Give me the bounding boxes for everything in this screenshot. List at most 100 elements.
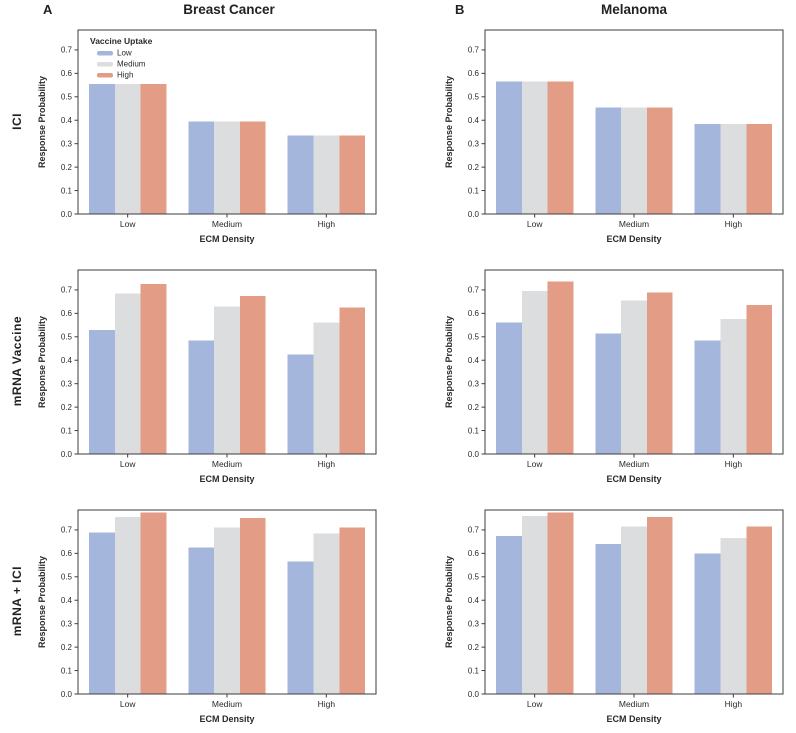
y-axis-tick-label: 0.4 (61, 596, 73, 605)
y-axis-tick-label: 0.6 (468, 309, 480, 318)
bar-high-low (140, 284, 167, 454)
y-axis-tick-label: 0.5 (468, 573, 480, 582)
legend-label-medium: Medium (117, 60, 146, 69)
bar-high-medium (239, 518, 266, 694)
y-axis-tick-label: 0.0 (468, 450, 480, 459)
chart-mrna-vaccine-breast-cancer: 0.0 0.1 0.2 0.3 0.4 0.5 0.6 0.7 Response Probabi… (34, 266, 415, 490)
y-axis-tick-label: 0.0 (61, 210, 73, 219)
y-axis-tick-label: 0.6 (61, 69, 73, 78)
panel-b-header: B Melanoma (415, 0, 796, 26)
plot-frame (77, 29, 377, 215)
bar-medium-medium (214, 306, 240, 454)
y-axis-tick-label: 0.0 (468, 690, 480, 699)
y-axis-tick-label: 0.3 (61, 139, 73, 148)
bar-chart-svg: 0.0 0.1 0.2 0.3 0.4 0.5 0.6 0.7 Response Probabi… (37, 29, 377, 244)
y-axis-tick-label: 0.2 (468, 403, 480, 412)
bar-low-low (495, 81, 522, 214)
bar-high-low (547, 281, 574, 454)
x-axis-label: ECM Density (199, 474, 254, 484)
bar-low-low (88, 329, 115, 454)
x-axis-tick-label: High (725, 459, 743, 469)
bar-high-medium (646, 517, 673, 694)
x-axis-label: ECM Density (606, 474, 661, 484)
row-label-cell: mRNA Vaccine (0, 266, 34, 490)
chart-mrna-plus-ici-breast-cancer: 0.0 0.1 0.2 0.3 0.4 0.5 0.6 0.7 Response Probabi… (34, 506, 415, 730)
y-axis-tick-label: 0.6 (468, 69, 480, 78)
row-label-cell: mRNA + ICI (0, 506, 34, 730)
x-axis-tick-label: Medium (619, 219, 649, 229)
bar-medium-low (521, 81, 548, 214)
y-axis-tick-label: 0.0 (61, 450, 73, 459)
row-label-mrna-vaccine: mRNA Vaccine (10, 315, 24, 407)
x-axis-tick-label: Low (527, 699, 543, 709)
y-axis-tick-label: 0.7 (61, 286, 73, 295)
y-axis-tick-label: 0.3 (468, 619, 480, 628)
chart-row-ici: ICI 0.0 0.1 0.2 0.3 0.4 0.5 0.6 0.7 Response Pro… (0, 26, 796, 250)
bar-medium-medium (214, 527, 240, 694)
bar-high-medium (239, 121, 266, 214)
panel-a-title: Breast Cancer (183, 2, 275, 17)
y-axis-tick-label: 0.1 (61, 186, 73, 195)
bar-high-medium (239, 295, 266, 454)
y-axis-tick-label: 0.4 (61, 116, 73, 125)
bar-chart-svg: 0.0 0.1 0.2 0.3 0.4 0.5 0.6 0.7 Response Probabi… (444, 509, 784, 724)
bar-high-high (339, 307, 366, 454)
panel-b-title: Melanoma (600, 2, 668, 17)
bar-medium-high (313, 135, 340, 214)
y-axis-tick-label: 0.6 (61, 309, 73, 318)
x-axis-tick-label: High (318, 219, 336, 229)
header-spacer (0, 0, 34, 26)
y-axis-tick-label: 0.3 (61, 379, 73, 388)
bar-high-low (140, 512, 167, 694)
y-axis-tick-label: 0.7 (61, 526, 73, 535)
chart-mrna-plus-ici-melanoma: 0.0 0.1 0.2 0.3 0.4 0.5 0.6 0.7 Response Probabi… (415, 506, 796, 730)
x-axis-tick-label: Medium (212, 459, 242, 469)
y-axis-label: Response Probability (37, 556, 47, 648)
y-axis-tick-label: 0.7 (61, 46, 73, 55)
y-axis-label: Response Probability (444, 76, 454, 168)
bar-medium-medium (214, 121, 240, 214)
y-axis-tick-label: 0.1 (61, 426, 73, 435)
plot-frame (77, 269, 377, 455)
bar-low-medium (188, 121, 215, 214)
x-axis-label: ECM Density (199, 234, 254, 244)
legend-swatch-low (97, 51, 113, 56)
bar-low-low (88, 83, 115, 214)
bar-low-medium (595, 107, 622, 214)
bar-low-high (694, 123, 721, 214)
y-axis-tick-label: 0.4 (468, 596, 480, 605)
legend-swatch-high (97, 73, 113, 78)
bar-medium-high (720, 538, 747, 694)
x-axis-tick-label: High (318, 699, 336, 709)
bar-high-low (547, 81, 574, 214)
figure-header: A Breast Cancer B Melanoma (0, 0, 796, 26)
legend-title: Vaccine Uptake (90, 36, 153, 46)
x-axis-tick-label: Low (120, 219, 136, 229)
bar-low-high (287, 561, 314, 694)
plot-frame (484, 29, 784, 215)
bar-medium-medium (621, 526, 647, 694)
chart-ici-breast-cancer: 0.0 0.1 0.2 0.3 0.4 0.5 0.6 0.7 Response Probabi… (34, 26, 415, 250)
y-axis-tick-label: 0.1 (468, 426, 480, 435)
y-axis-tick-label: 0.3 (61, 619, 73, 628)
y-axis-label: Response Probability (37, 76, 47, 168)
plot-frame (77, 509, 377, 695)
y-axis-tick-label: 0.4 (468, 356, 480, 365)
bar-low-high (694, 553, 721, 694)
x-axis-tick-label: Medium (212, 219, 242, 229)
bar-low-low (495, 322, 522, 454)
x-axis-tick-label: Low (527, 219, 543, 229)
y-axis-tick-label: 0.3 (468, 139, 480, 148)
x-axis-tick-label: Low (527, 459, 543, 469)
y-axis-tick-label: 0.2 (468, 163, 480, 172)
row-label-mrna-plus-ici: mRNA + ICI (10, 565, 24, 637)
bar-high-high (746, 123, 773, 214)
y-axis-label: Response Probability (444, 316, 454, 408)
bar-chart-svg: 0.0 0.1 0.2 0.3 0.4 0.5 0.6 0.7 Response Probabi… (444, 29, 784, 244)
bar-medium-low (114, 293, 141, 454)
x-axis-tick-label: Low (120, 699, 136, 709)
bar-chart-svg: 0.0 0.1 0.2 0.3 0.4 0.5 0.6 0.7 Response Probabi… (37, 269, 377, 484)
bar-medium-low (521, 515, 548, 694)
x-axis-tick-label: Low (120, 459, 136, 469)
